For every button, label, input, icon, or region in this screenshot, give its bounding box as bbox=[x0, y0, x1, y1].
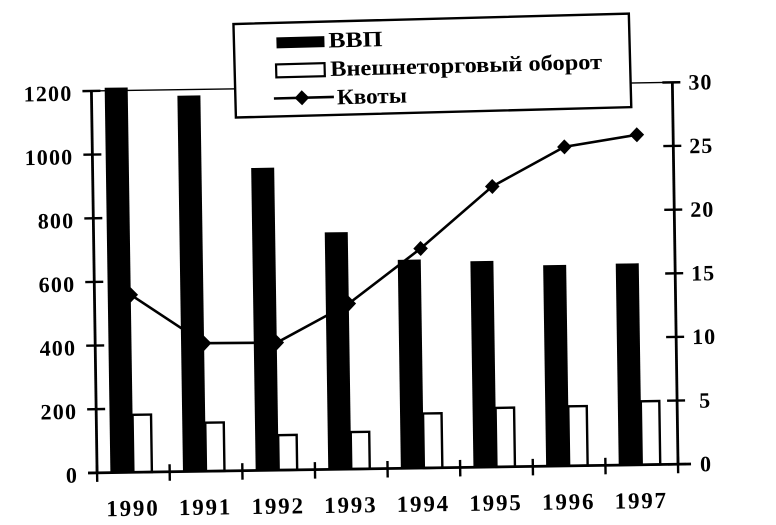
svg-text:800: 800 bbox=[38, 208, 75, 234]
svg-text:1992: 1992 bbox=[251, 493, 305, 519]
svg-text:1200: 1200 bbox=[23, 81, 72, 107]
svg-text:15: 15 bbox=[691, 260, 715, 285]
svg-text:25: 25 bbox=[689, 133, 713, 158]
svg-text:1990: 1990 bbox=[106, 495, 160, 521]
svg-text:30: 30 bbox=[688, 69, 712, 94]
svg-text:1991: 1991 bbox=[179, 494, 233, 520]
svg-text:ВВП: ВВП bbox=[328, 26, 383, 52]
svg-text:400: 400 bbox=[39, 335, 76, 361]
svg-text:1997: 1997 bbox=[614, 488, 668, 514]
svg-text:200: 200 bbox=[40, 399, 77, 425]
svg-text:1995: 1995 bbox=[469, 490, 523, 516]
svg-text:0: 0 bbox=[700, 451, 712, 476]
svg-text:5: 5 bbox=[699, 388, 711, 413]
svg-text:1996: 1996 bbox=[542, 489, 596, 515]
svg-text:Квоты: Квоты bbox=[337, 83, 408, 110]
svg-text:20: 20 bbox=[690, 197, 714, 222]
svg-text:1000: 1000 bbox=[24, 144, 73, 170]
svg-text:0: 0 bbox=[66, 463, 79, 488]
svg-text:1993: 1993 bbox=[324, 492, 378, 518]
svg-text:1994: 1994 bbox=[397, 491, 451, 517]
svg-text:10: 10 bbox=[692, 324, 716, 349]
svg-text:600: 600 bbox=[38, 272, 75, 298]
